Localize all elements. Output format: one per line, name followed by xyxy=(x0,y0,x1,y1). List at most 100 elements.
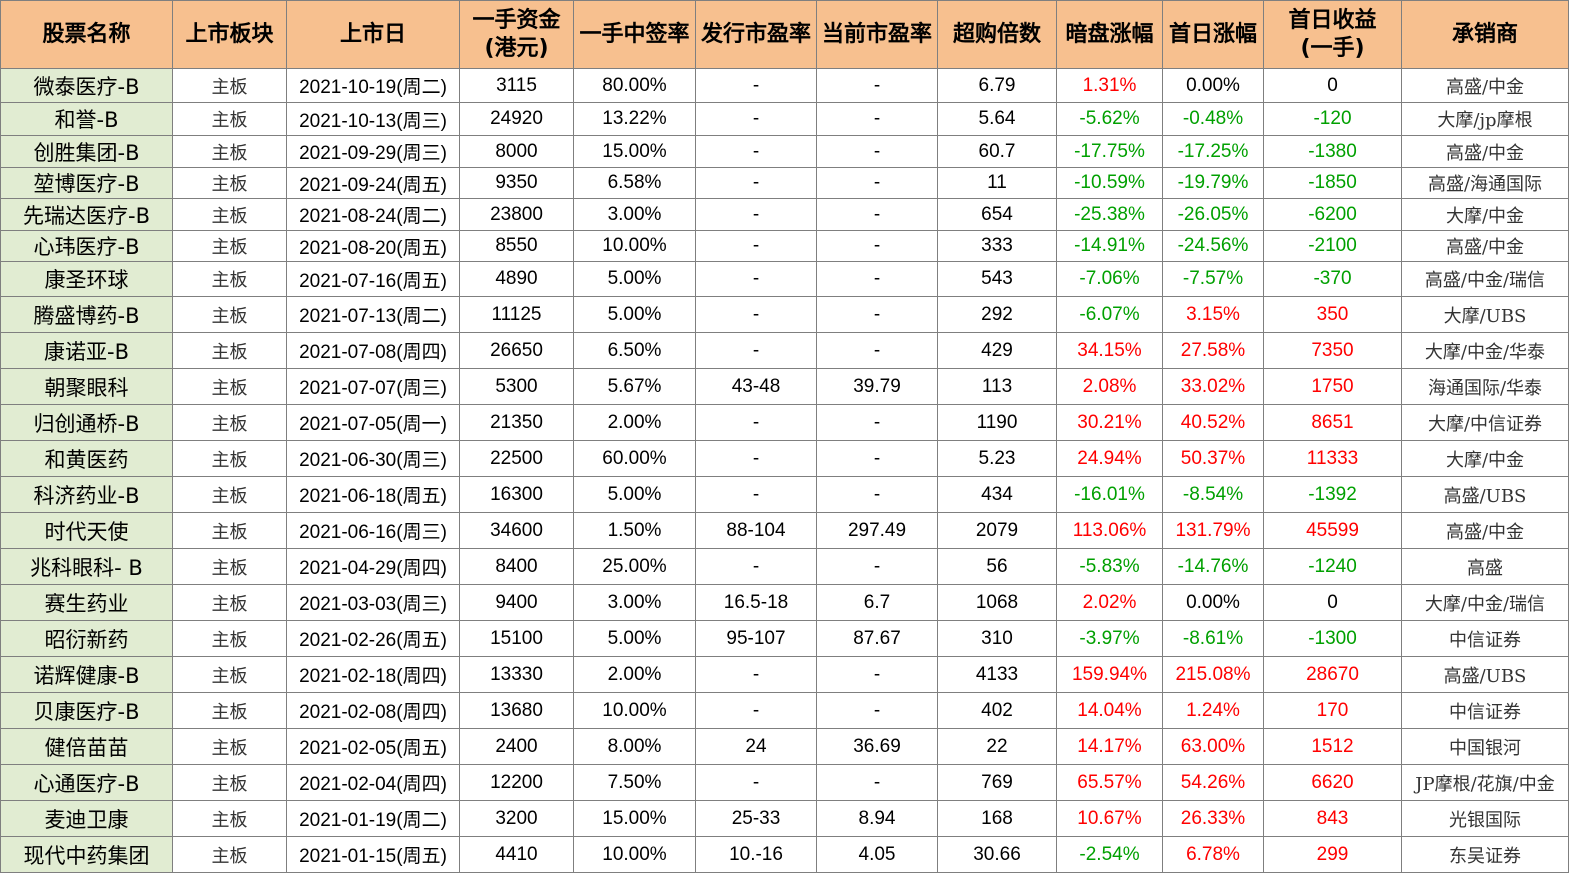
board-cell: 主板 xyxy=(172,167,287,199)
table-row: 现代中药集团 主板 2021-01-15(周五) 4410 10.00% 10.-16 4.… xyxy=(0,836,1569,873)
stock-name-cell: 健倍苗苗 xyxy=(0,728,173,765)
issue-pe-cell: 88-104 xyxy=(695,512,817,549)
table-row: 赛生药业 主板 2021-03-03(周三) 9400 3.00% 16.5-18 6.7 1… xyxy=(0,584,1569,621)
issue-pe-cell: - xyxy=(695,440,817,477)
current-pe-cell: - xyxy=(816,548,938,585)
table-row: 科济药业-B 主板 2021-06-18(周五) 16300 5.00% - -434 -16… xyxy=(0,476,1569,513)
first-day-profit-cell: 45599 xyxy=(1263,512,1402,549)
current-pe-cell: - xyxy=(816,135,938,168)
stock-name-cell: 先瑞达医疗-B xyxy=(0,198,173,231)
stock-name-cell: 时代天使 xyxy=(0,512,173,549)
oversubscription-cell: 769 xyxy=(937,764,1057,801)
issue-pe-cell: - xyxy=(695,332,817,369)
underwriter-cell: 高盛/UBS xyxy=(1401,656,1569,693)
allotment-rate-cell: 5.00% xyxy=(573,296,696,333)
allotment-rate-cell: 13.22% xyxy=(573,102,696,136)
table-row: 腾盛博药-B 主板 2021-07-13(周二) 11125 5.00% - -292 -6.… xyxy=(0,296,1569,333)
listing-date-cell: 2021-07-08(周四) xyxy=(286,332,460,369)
current-pe-cell: - xyxy=(816,764,938,801)
lot-capital-cell: 21350 xyxy=(459,404,574,441)
lot-capital-cell: 12200 xyxy=(459,764,574,801)
board-cell: 主板 xyxy=(172,584,287,621)
underwriter-cell: 高盛/中金 xyxy=(1401,135,1569,168)
first-day-change-cell: 27.58% xyxy=(1162,332,1264,369)
first-day-change-cell: -7.57% xyxy=(1162,261,1264,297)
board-cell: 主板 xyxy=(172,68,287,103)
board-cell: 主板 xyxy=(172,198,287,231)
allotment-rate-cell: 3.00% xyxy=(573,584,696,621)
allotment-rate-cell: 10.00% xyxy=(573,230,696,262)
oversubscription-cell: 333 xyxy=(937,230,1057,262)
underwriter-cell: 大摩/jp摩根 xyxy=(1401,102,1569,136)
col-header-stock-name: 股票名称 xyxy=(0,0,173,69)
listing-date-cell: 2021-07-05(周一) xyxy=(286,404,460,441)
first-day-change-cell: -17.25% xyxy=(1162,135,1264,168)
underwriter-cell: 高盛/海通国际 xyxy=(1401,167,1569,199)
listing-date-cell: 2021-07-13(周二) xyxy=(286,296,460,333)
first-day-change-cell: 40.52% xyxy=(1162,404,1264,441)
oversubscription-cell: 4133 xyxy=(937,656,1057,693)
grey-market-change-cell: 24.94% xyxy=(1056,440,1163,477)
stock-name-cell: 心玮医疗-B xyxy=(0,230,173,262)
first-day-change-cell: 1.24% xyxy=(1162,692,1264,729)
first-day-profit-cell: -1300 xyxy=(1263,620,1402,657)
allotment-rate-cell: 1.50% xyxy=(573,512,696,549)
underwriter-cell: JP摩根/花旗/中金 xyxy=(1401,764,1569,801)
lot-capital-cell: 3115 xyxy=(459,68,574,103)
stock-name-cell: 堃博医疗-B xyxy=(0,167,173,199)
issue-pe-cell: 95-107 xyxy=(695,620,817,657)
oversubscription-cell: 6.79 xyxy=(937,68,1057,103)
allotment-rate-cell: 80.00% xyxy=(573,68,696,103)
board-cell: 主板 xyxy=(172,102,287,136)
issue-pe-cell: 10.-16 xyxy=(695,836,817,873)
allotment-rate-cell: 8.00% xyxy=(573,728,696,765)
table-row: 创胜集团-B 主板 2021-09-29(周三) 8000 15.00% - -60.7 -1… xyxy=(0,135,1569,168)
allotment-rate-cell: 5.00% xyxy=(573,261,696,297)
stock-name-cell: 朝聚眼科 xyxy=(0,368,173,405)
underwriter-cell: 中信证券 xyxy=(1401,620,1569,657)
grey-market-change-cell: 65.57% xyxy=(1056,764,1163,801)
first-day-profit-cell: 170 xyxy=(1263,692,1402,729)
allotment-rate-cell: 6.58% xyxy=(573,167,696,199)
grey-market-change-cell: -6.07% xyxy=(1056,296,1163,333)
first-day-change-cell: 26.33% xyxy=(1162,800,1264,837)
lot-capital-cell: 13330 xyxy=(459,656,574,693)
board-cell: 主板 xyxy=(172,261,287,297)
lot-capital-cell: 9350 xyxy=(459,167,574,199)
oversubscription-cell: 22 xyxy=(937,728,1057,765)
lot-capital-cell: 5300 xyxy=(459,368,574,405)
board-cell: 主板 xyxy=(172,512,287,549)
underwriter-cell: 高盛/中金 xyxy=(1401,512,1569,549)
stock-name-cell: 康圣环球 xyxy=(0,261,173,297)
col-header-allotment-rate: 一手中签率 xyxy=(573,0,696,69)
allotment-rate-cell: 7.50% xyxy=(573,764,696,801)
table-row: 昭衍新药 主板 2021-02-26(周五) 15100 5.00% 95-107 87.6… xyxy=(0,620,1569,657)
listing-date-cell: 2021-10-13(周三) xyxy=(286,102,460,136)
issue-pe-cell: - xyxy=(695,548,817,585)
stock-name-cell: 麦迪卫康 xyxy=(0,800,173,837)
col-header-current-pe: 当前市盈率 xyxy=(816,0,938,69)
stock-name-cell: 创胜集团-B xyxy=(0,135,173,168)
grey-market-change-cell: -7.06% xyxy=(1056,261,1163,297)
table-row: 贝康医疗-B 主板 2021-02-08(周四) 13680 10.00% - -402 14… xyxy=(0,692,1569,729)
current-pe-cell: - xyxy=(816,440,938,477)
underwriter-cell: 大摩/UBS xyxy=(1401,296,1569,333)
oversubscription-cell: 543 xyxy=(937,261,1057,297)
stock-name-cell: 和誉-B xyxy=(0,102,173,136)
grey-market-change-cell: 1.31% xyxy=(1056,68,1163,103)
current-pe-cell: - xyxy=(816,68,938,103)
oversubscription-cell: 310 xyxy=(937,620,1057,657)
stock-name-cell: 和黄医药 xyxy=(0,440,173,477)
stock-name-cell: 微泰医疗-B xyxy=(0,68,173,103)
first-day-change-cell: 33.02% xyxy=(1162,368,1264,405)
issue-pe-cell: - xyxy=(695,764,817,801)
first-day-profit-cell: 299 xyxy=(1263,836,1402,873)
col-header-board: 上市板块 xyxy=(172,0,287,69)
listing-date-cell: 2021-03-03(周三) xyxy=(286,584,460,621)
table-row: 兆科眼科- B 主板 2021-04-29(周四) 8400 25.00% - -56 -5.… xyxy=(0,548,1569,585)
listing-date-cell: 2021-07-16(周五) xyxy=(286,261,460,297)
issue-pe-cell: - xyxy=(695,296,817,333)
listing-date-cell: 2021-10-19(周二) xyxy=(286,68,460,103)
lot-capital-cell: 13680 xyxy=(459,692,574,729)
board-cell: 主板 xyxy=(172,230,287,262)
